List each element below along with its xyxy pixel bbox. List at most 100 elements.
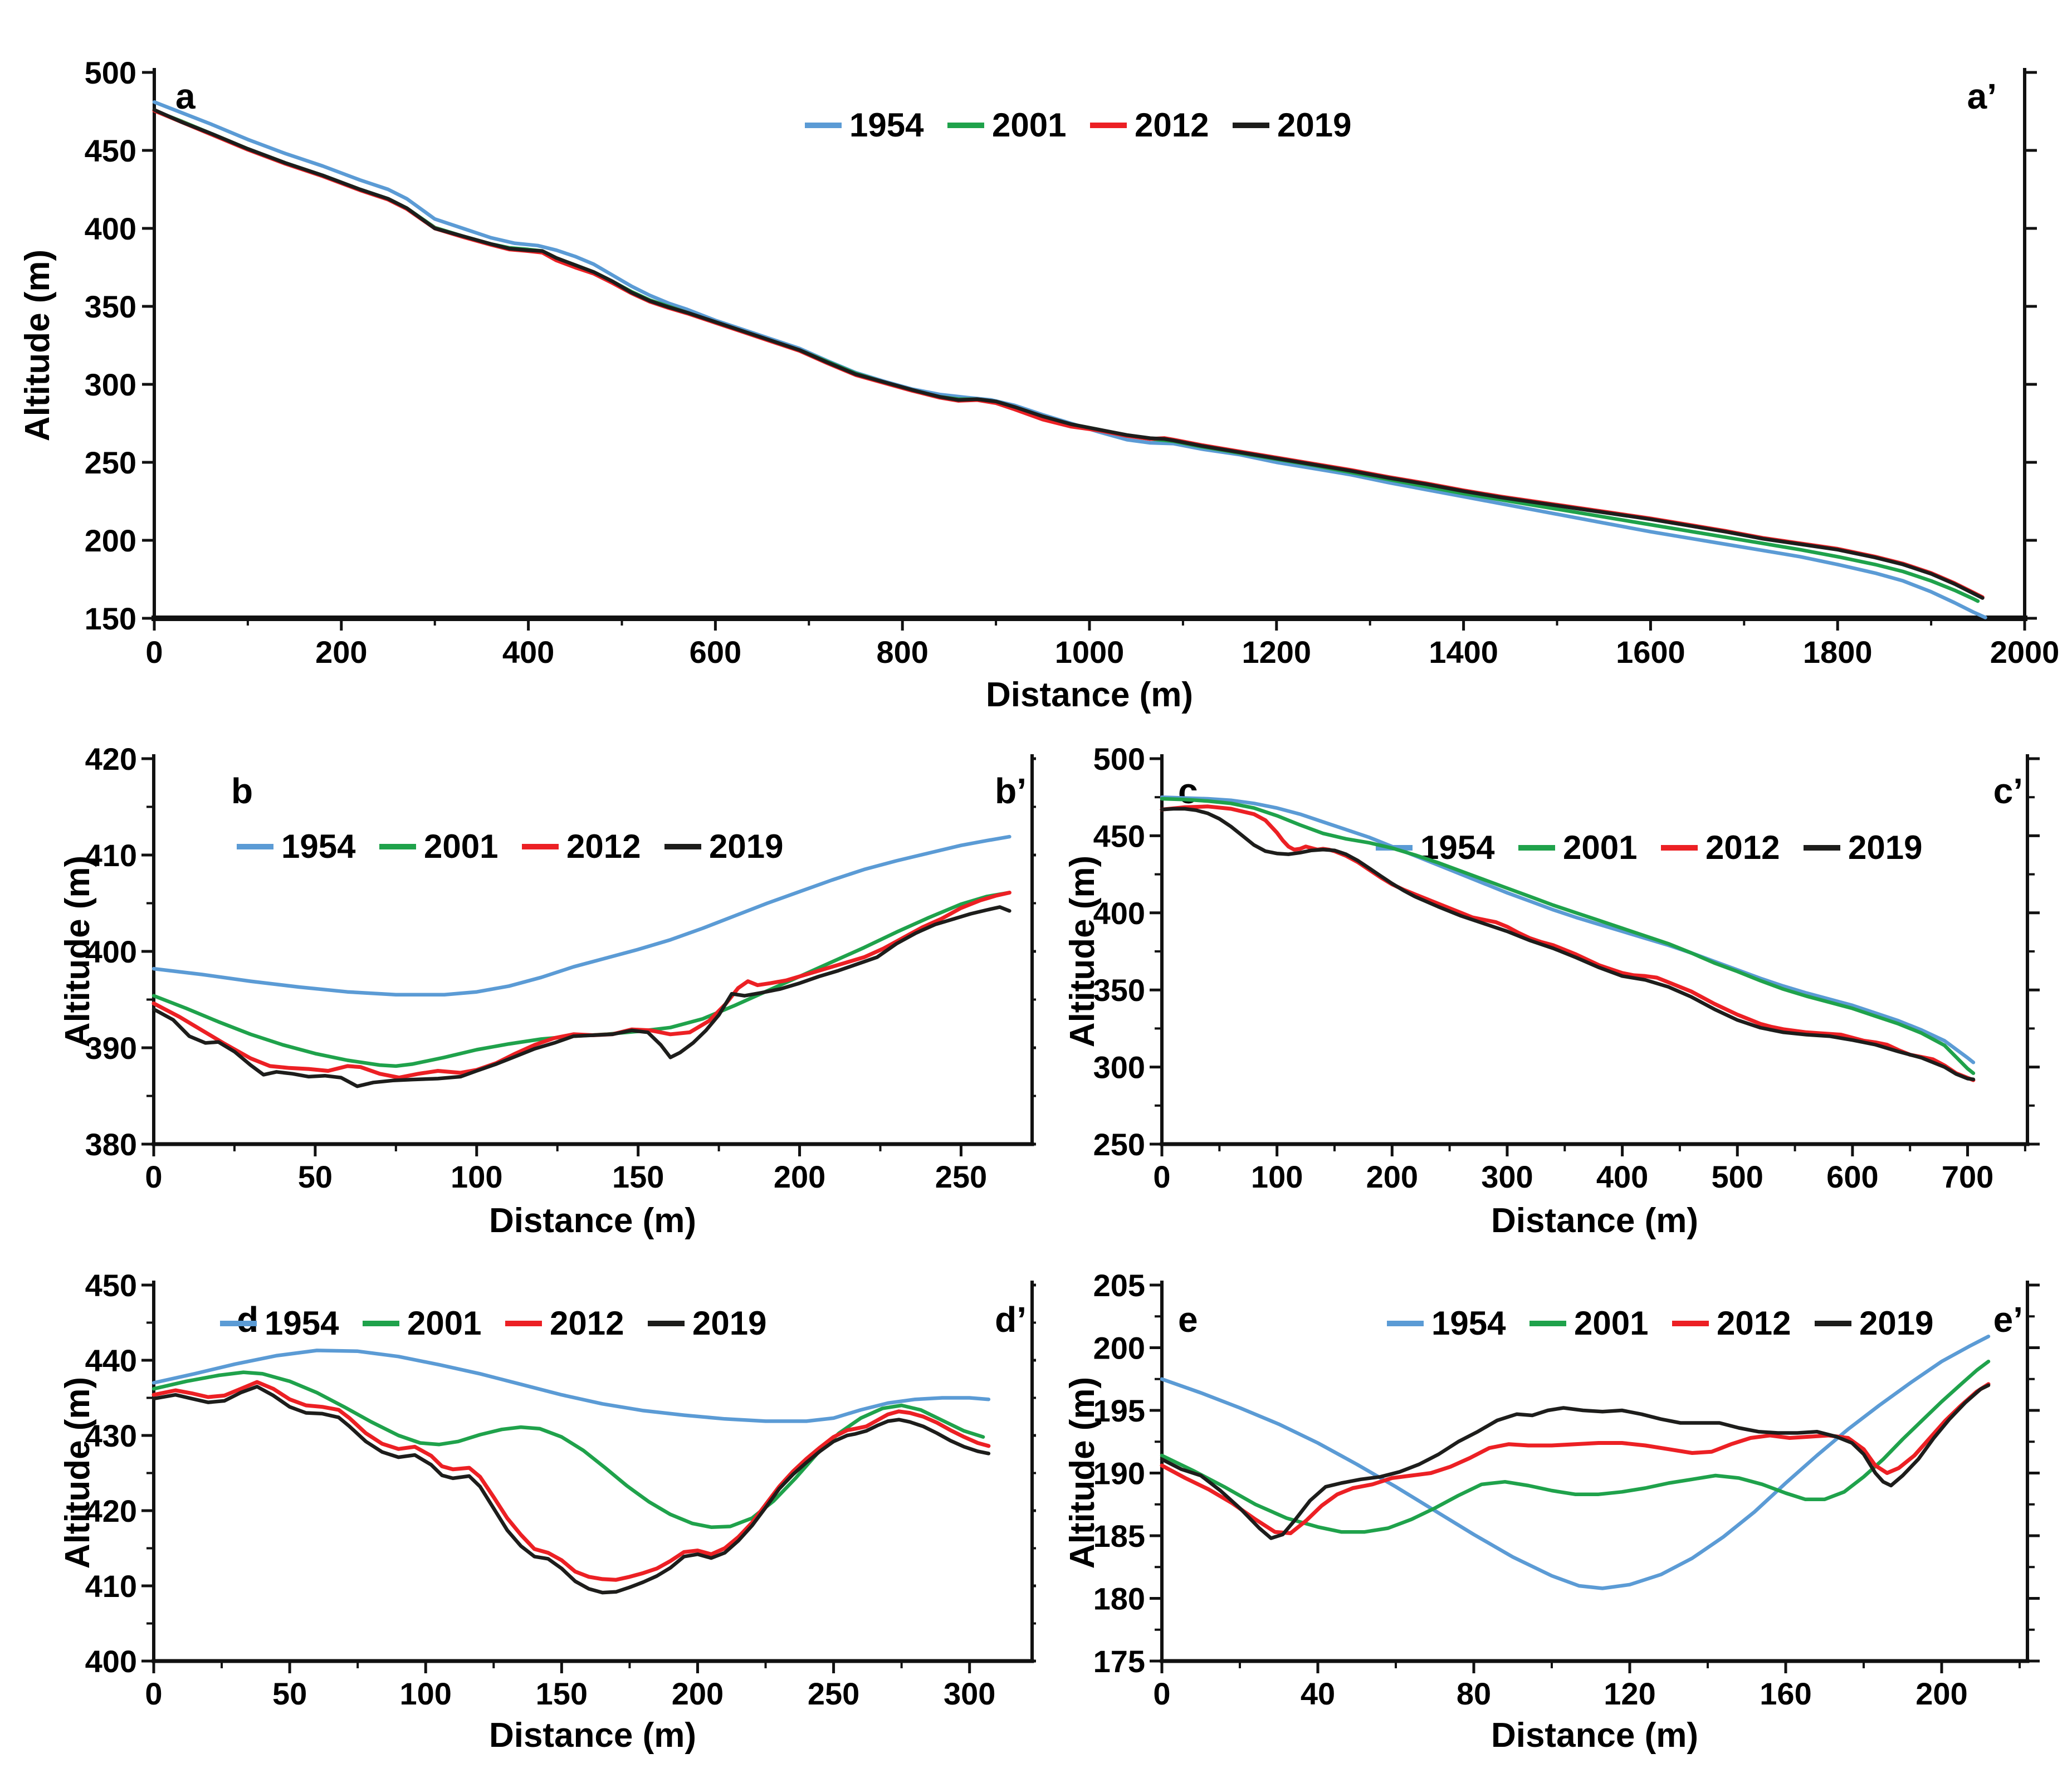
legend-label-1954: 1954 — [1431, 1305, 1506, 1342]
x-tick-label: 400 — [502, 634, 554, 670]
series-2001-line — [152, 891, 1011, 1068]
y-tick-label: 200 — [1093, 1331, 1145, 1366]
y-axis-title: Altitude (m) — [1063, 856, 1102, 1047]
panel-b: 380 390 400 410 420 0 50 100 150 200 250 Altitude (… — [0, 741, 1036, 1257]
legend-label-2012: 2012 — [566, 828, 641, 865]
legend-item-1954: 1954 — [237, 828, 356, 865]
legend-item-2012: 2012 — [1672, 1305, 1791, 1342]
legend-label-2012: 2012 — [1706, 829, 1780, 866]
y-tick-label: 175 — [1093, 1644, 1145, 1679]
x-tick-label: 50 — [272, 1676, 307, 1711]
x-tick-label: 300 — [944, 1676, 995, 1711]
legend-label-2001: 2001 — [1563, 829, 1637, 866]
panel-e: 175 180 185 190 195 200 205 0 40 80 120 160 200 Altit… — [1036, 1257, 2072, 1773]
series-2019-line — [152, 1385, 991, 1595]
legend-label-2001: 2001 — [1574, 1305, 1648, 1342]
x-tick-label: 250 — [808, 1676, 859, 1711]
legend-item-2019: 2019 — [1233, 106, 1351, 144]
x-tick-label: 200 — [672, 1676, 724, 1711]
x-tick-label: 0 — [145, 634, 163, 670]
legend-item-2019: 2019 — [1815, 1305, 1933, 1342]
panel-a-chart: 150 200 250 300 350 400 450 500 0 200 400 600 800 100… — [18, 55, 2059, 714]
panel-c: 250 300 350 400 450 500 0 100 200 300 400 500 600 700… — [1036, 741, 2072, 1257]
y-axis-title: Altitude (m) — [18, 250, 57, 441]
panel-a: 150 200 250 300 350 400 450 500 0 200 400 600 800 100… — [0, 0, 2072, 741]
x-axis-title: Distance (m) — [489, 1201, 696, 1240]
x-tick-label: 1800 — [1803, 634, 1873, 670]
y-tick-label: 400 — [85, 934, 137, 969]
x-tick-label: 0 — [145, 1159, 162, 1194]
legend-label-2012: 2012 — [1135, 106, 1209, 144]
y-tick-label: 180 — [1093, 1581, 1145, 1616]
x-tick-label: 200 — [1366, 1159, 1418, 1194]
y-tick-label: 410 — [85, 1569, 137, 1604]
series-2001-line — [1160, 1359, 1991, 1534]
legend-label-2012: 2012 — [1717, 1305, 1791, 1342]
x-tick-label: 0 — [145, 1676, 162, 1711]
legend-label-2012: 2012 — [550, 1305, 624, 1342]
legend-item-2012: 2012 — [1661, 829, 1780, 866]
legend-item-2001: 2001 — [1518, 829, 1637, 866]
series-1954-line — [1160, 1334, 1991, 1590]
legend: 1954 2001 2012 2019 — [1387, 1305, 1933, 1342]
series-2012-line — [1160, 804, 1976, 1082]
x-tick-label: 400 — [1596, 1159, 1648, 1194]
corner-label-right: d’ — [995, 1300, 1027, 1340]
series-1954-line — [152, 1349, 991, 1423]
series-1954-line — [152, 100, 1987, 619]
y-tick-label: 450 — [85, 133, 136, 168]
series-2012-line — [1160, 1382, 1991, 1535]
x-tick-label: 250 — [935, 1159, 987, 1194]
x-tick-label: 40 — [1301, 1676, 1335, 1711]
corner-label-left: c — [1178, 771, 1198, 811]
x-tick-label: 100 — [400, 1676, 452, 1711]
x-tick-label: 700 — [1942, 1159, 1993, 1194]
legend-item-2019: 2019 — [648, 1305, 766, 1342]
y-tick-label: 250 — [85, 445, 136, 480]
y-tick-label: 200 — [85, 523, 136, 558]
y-tick-label: 380 — [85, 1127, 137, 1162]
x-tick-label: 1600 — [1616, 634, 1685, 670]
legend-label-2019: 2019 — [692, 1305, 766, 1342]
x-axis-title: Distance (m) — [1491, 1201, 1698, 1240]
y-tick-label: 185 — [1093, 1518, 1145, 1554]
x-tick-label: 1400 — [1429, 634, 1498, 670]
x-tick-label: 0 — [1153, 1676, 1170, 1711]
y-tick-label: 500 — [85, 55, 136, 90]
x-tick-label: 1200 — [1242, 634, 1312, 670]
y-tick-label: 350 — [1093, 973, 1145, 1008]
y-tick-label: 150 — [85, 601, 136, 636]
panel-b-chart: 380 390 400 410 420 0 50 100 150 200 250 Altitude (… — [58, 741, 1036, 1240]
x-axis-title: Distance (m) — [986, 676, 1193, 714]
y-tick-label: 250 — [1093, 1127, 1145, 1162]
y-tick-label: 500 — [1093, 741, 1145, 776]
x-tick-label: 800 — [876, 634, 928, 670]
legend-item-2019: 2019 — [1804, 829, 1922, 866]
series-2012-line — [152, 1380, 991, 1582]
corner-label-right: c’ — [1993, 771, 2023, 811]
y-tick-label: 430 — [85, 1418, 137, 1453]
legend-label-2001: 2001 — [424, 828, 498, 865]
panel-d: 400 410 420 430 440 450 0 50 100 150 200 250 300 Alti… — [0, 1257, 1036, 1773]
x-tick-label: 200 — [774, 1159, 825, 1194]
legend-item-2001: 2001 — [1529, 1305, 1648, 1342]
y-tick-label: 350 — [85, 289, 136, 324]
legend-label-2019: 2019 — [1848, 829, 1922, 866]
x-tick-label: 120 — [1604, 1676, 1655, 1711]
panel-c-chart: 250 300 350 400 450 500 0 100 200 300 400 500 600 700… — [1063, 741, 2040, 1240]
x-tick-label: 1000 — [1055, 634, 1125, 670]
y-tick-label: 450 — [85, 1268, 137, 1303]
legend-item-2019: 2019 — [664, 828, 783, 865]
legend: 1954 2001 2012 2019 — [805, 106, 1351, 144]
y-tick-label: 195 — [1093, 1393, 1145, 1428]
legend-label-1954: 1954 — [265, 1305, 339, 1342]
x-axis-title: Distance (m) — [489, 1716, 696, 1755]
y-tick-label: 440 — [85, 1343, 137, 1378]
x-tick-label: 600 — [1826, 1159, 1878, 1194]
series-2019-line — [1160, 1383, 1991, 1540]
x-tick-label: 50 — [298, 1159, 333, 1194]
series-2019-line — [152, 905, 1011, 1088]
y-tick-label: 190 — [1093, 1456, 1145, 1491]
legend: 1954 2001 2012 2019 — [237, 828, 783, 865]
